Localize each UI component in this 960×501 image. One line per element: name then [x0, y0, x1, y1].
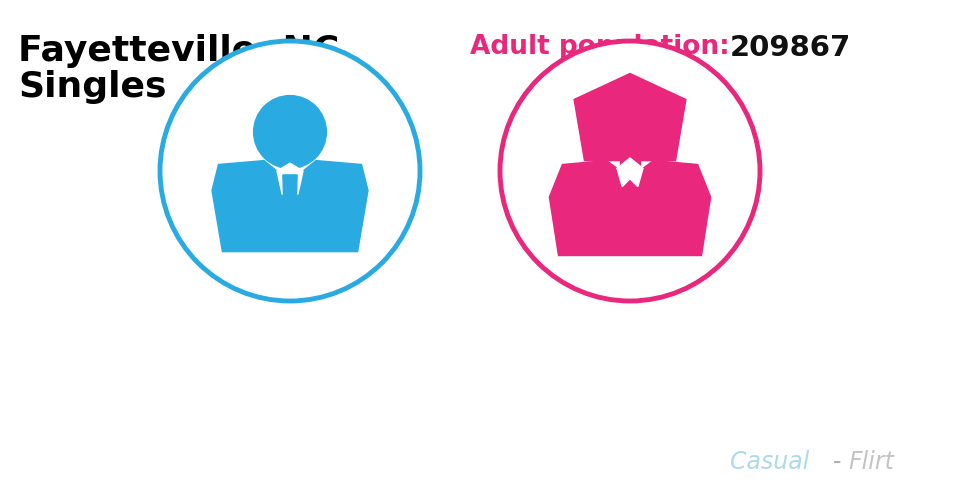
Text: -: -: [833, 449, 842, 473]
Circle shape: [500, 42, 760, 302]
Polygon shape: [277, 164, 303, 195]
Circle shape: [160, 42, 420, 302]
Text: Men:: Men:: [220, 112, 286, 136]
Text: 209867: 209867: [730, 34, 852, 62]
Text: Adult population:: Adult population:: [470, 34, 730, 60]
Text: Flirt: Flirt: [848, 449, 894, 473]
Polygon shape: [212, 161, 368, 252]
Text: Fayetteville, NC: Fayetteville, NC: [18, 34, 339, 68]
Polygon shape: [549, 161, 710, 256]
Polygon shape: [574, 74, 685, 161]
Polygon shape: [283, 175, 298, 247]
Polygon shape: [617, 159, 643, 187]
Text: Casual: Casual: [730, 449, 809, 473]
Text: Women:: Women:: [540, 112, 648, 136]
Text: Singles: Singles: [18, 70, 166, 104]
Polygon shape: [619, 159, 640, 174]
Circle shape: [253, 96, 326, 169]
Polygon shape: [282, 156, 298, 172]
Text: 50%: 50%: [285, 112, 342, 136]
Text: 49%: 49%: [635, 112, 691, 136]
